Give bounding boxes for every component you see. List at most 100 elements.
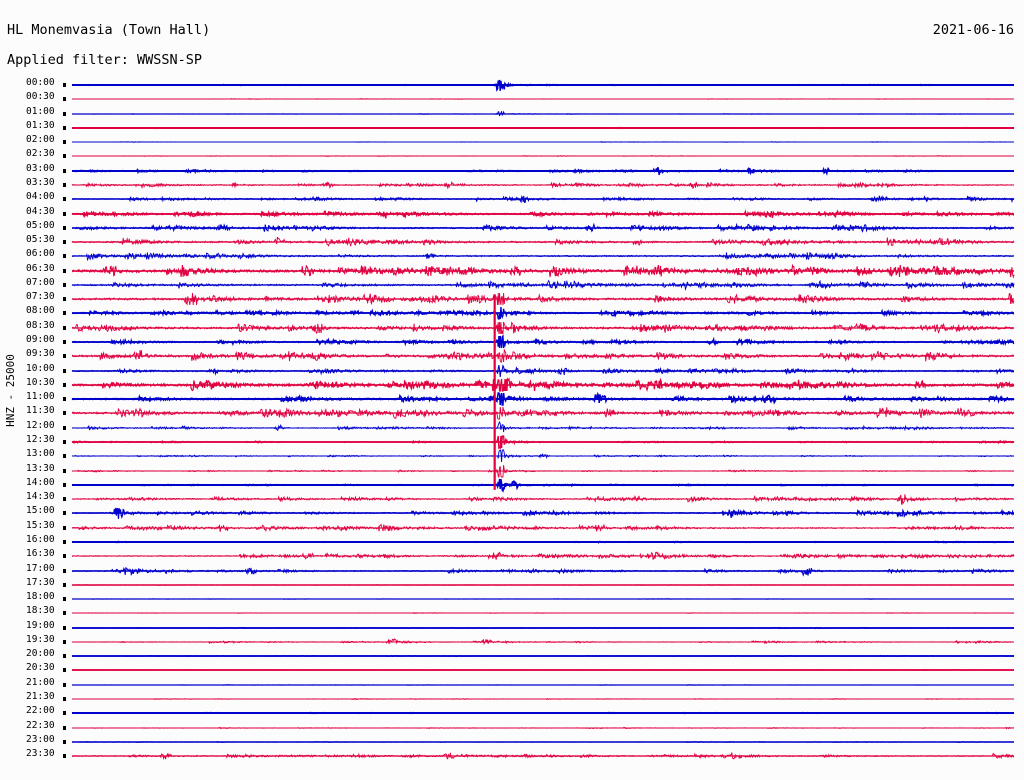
trace-row: 19:30: [0, 633, 1024, 649]
axis-tick: [63, 597, 66, 602]
trace-row: 23:00: [0, 734, 1024, 749]
trace-waveform: [71, 711, 1015, 715]
axis-tick: [63, 311, 66, 316]
time-label: 05:30: [26, 234, 55, 246]
trace-waveform: [71, 626, 1015, 629]
axis-tick: [63, 83, 66, 87]
trace-row: 14:30: [0, 492, 1024, 506]
seismic-trace: [71, 192, 1015, 206]
trace-row: 06:30: [0, 262, 1024, 279]
time-label: 13:00: [26, 448, 55, 460]
time-label: 12:30: [26, 434, 55, 445]
trace-row: 20:00: [0, 649, 1024, 663]
seismic-trace: [71, 278, 1015, 292]
time-label: 17:30: [26, 576, 55, 588]
trace-row: 17:30: [0, 576, 1024, 592]
seismic-trace: [71, 164, 1015, 178]
seismic-trace: [71, 249, 1015, 263]
record-date: 2021-06-16: [932, 22, 1014, 38]
seismic-trace: [71, 649, 1015, 663]
seismic-trace: [72, 592, 1015, 606]
trace-row: 22:00: [0, 706, 1024, 720]
trace-waveform: [71, 166, 1015, 176]
time-label: 08:00: [26, 305, 55, 317]
axis-tick: [63, 325, 66, 330]
trace-waveform: [71, 363, 1015, 377]
time-label: 02:00: [26, 134, 55, 146]
trace-waveform: [71, 655, 1015, 658]
trace-row: 17:00: [0, 563, 1024, 578]
trace-row: 22:30: [0, 719, 1024, 735]
seismic-trace: [71, 306, 1015, 321]
seismic-trace: [71, 678, 1015, 692]
seismic-trace: [71, 535, 1015, 549]
trace-waveform: [71, 464, 1015, 478]
axis-tick: [63, 268, 66, 273]
trace-row: 05:00: [0, 220, 1024, 235]
trace-row: 03:00: [0, 163, 1024, 178]
seismic-trace: [71, 391, 1015, 406]
trace-waveform: [72, 598, 1015, 600]
axis-tick: [63, 468, 66, 473]
seismic-trace: [71, 235, 1015, 249]
trace-waveform: [71, 683, 1015, 686]
axis-tick: [63, 539, 66, 544]
seismic-trace: [71, 321, 1015, 335]
axis-tick: [63, 725, 66, 730]
axis-tick: [63, 425, 66, 430]
axis-tick: [63, 668, 66, 673]
trace-waveform: [71, 420, 1015, 432]
axis-tick: [63, 168, 66, 173]
trace-waveform: [71, 180, 1015, 190]
trace-row: 21:00: [0, 677, 1024, 692]
trace-waveform: [71, 348, 1015, 363]
seismic-trace: [72, 135, 1015, 149]
trace-waveform: [71, 435, 1015, 450]
time-label: 15:30: [26, 519, 55, 531]
seismic-trace: [71, 263, 1015, 279]
time-label: 19:00: [26, 619, 55, 631]
time-label: 16:00: [26, 533, 55, 545]
time-label: 15:00: [26, 505, 55, 517]
time-label: 22:30: [26, 719, 55, 731]
time-label: 18:00: [26, 591, 55, 603]
axis-tick: [63, 182, 66, 187]
trace-row: 21:30: [0, 692, 1024, 706]
axis-tick: [63, 682, 66, 687]
axis-tick: [63, 225, 66, 230]
trace-waveform: [71, 523, 1015, 532]
trace-row: 12:00: [0, 420, 1024, 435]
axis-tick: [63, 454, 66, 459]
trace-row: 06:00: [0, 249, 1024, 263]
seismic-trace: [71, 377, 1015, 392]
time-label: 06:30: [26, 262, 55, 274]
seismic-trace: [71, 578, 1015, 592]
seismic-trace: [71, 178, 1015, 192]
time-label: 06:00: [26, 248, 55, 260]
trace-waveform: [71, 236, 1015, 248]
trace-row: 02:00: [0, 135, 1024, 149]
seismic-trace: [71, 663, 1015, 677]
seismic-trace: [71, 606, 1015, 620]
seismic-trace: [72, 78, 1015, 92]
axis-tick: [63, 568, 66, 573]
seismic-trace: [71, 492, 1015, 506]
seismic-trace: [71, 564, 1015, 578]
seismic-trace: [71, 449, 1015, 463]
trace-row: 14:00: [0, 477, 1024, 493]
time-label: 19:30: [26, 633, 55, 645]
trace-row: 04:00: [0, 192, 1024, 206]
trace-waveform: [71, 252, 1015, 262]
trace-waveform: [71, 494, 1015, 506]
trace-waveform: [71, 726, 1015, 730]
trace-row: 18:00: [0, 592, 1024, 606]
trace-waveform: [71, 669, 1015, 672]
axis-tick: [63, 211, 66, 216]
axis-tick: [63, 639, 66, 644]
time-label: 01:00: [26, 105, 55, 117]
seismic-trace: [71, 207, 1015, 221]
trace-waveform: [71, 98, 1015, 101]
trace-row: 16:00: [0, 533, 1024, 549]
seismic-trace: [71, 621, 1015, 635]
